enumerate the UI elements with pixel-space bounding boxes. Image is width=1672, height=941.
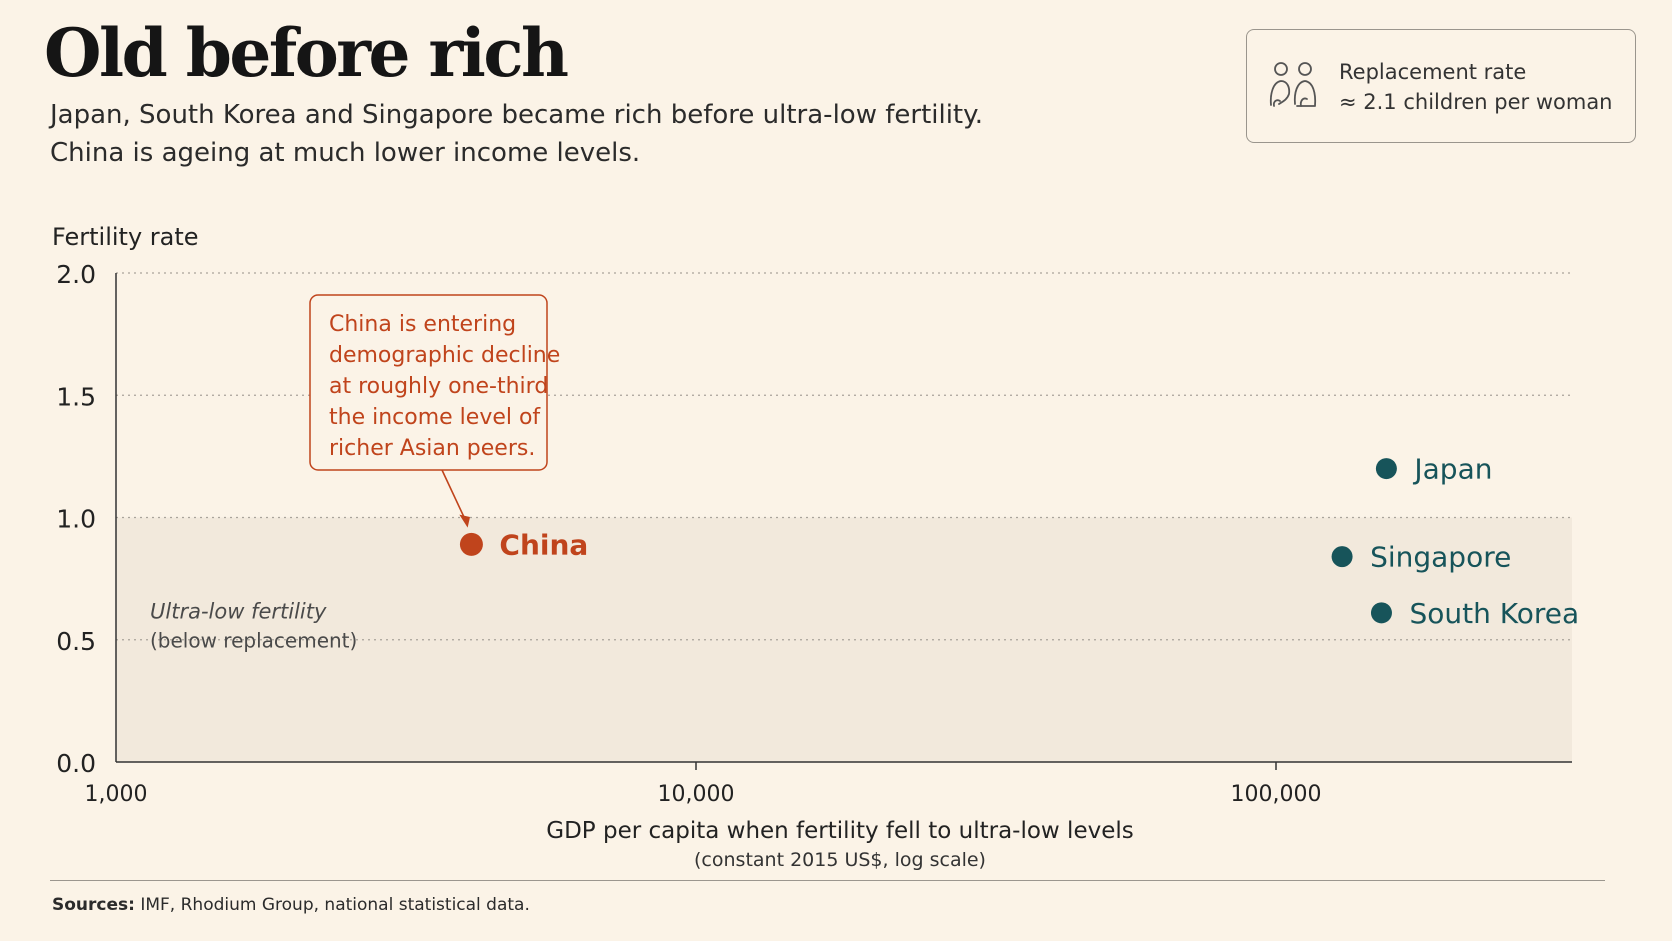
x-tick-label: 100,000 [1231, 782, 1322, 807]
y-tick-label: 0.0 [56, 749, 96, 778]
x-tick-label: 10,000 [658, 782, 735, 807]
data-point-japan [1375, 458, 1397, 480]
annotation-arrow [441, 469, 469, 525]
annotation-text-line: at roughly one-third [329, 374, 548, 399]
footer-divider [50, 880, 1605, 881]
legend-line-1: Replacement rate [1339, 60, 1527, 84]
data-point-south-korea [1370, 602, 1392, 624]
legend-box: Replacement rate ≈ 2.1 children per woma… [1246, 29, 1636, 143]
x-axis-note: (constant 2015 US$, log scale) [694, 849, 986, 871]
y-tick-label: 1.5 [56, 382, 96, 411]
annotation-arrowhead [459, 514, 471, 528]
sources-note: Sources: IMF, Rhodium Group, national st… [52, 895, 530, 915]
sources-label: Sources: [52, 895, 135, 915]
annotation-text-line: China is entering [329, 312, 516, 337]
annotation-text-line: richer Asian peers. [329, 436, 535, 461]
y-axis-label: Fertility rate [52, 223, 199, 251]
data-label-singapore: Singapore [1370, 541, 1511, 574]
region-label-line-2: (below replacement) [150, 628, 357, 652]
annotation-text-line: the income level of [329, 405, 541, 430]
data-point-china [459, 532, 483, 556]
data-label-japan: Japan [1412, 453, 1492, 486]
legend-line-2: ≈ 2.1 children per woman [1339, 90, 1613, 114]
subtitle-line-1: Japan, South Korea and Singapore became … [50, 100, 984, 130]
x-axis-label: GDP per capita when fertility fell to ul… [546, 818, 1133, 844]
y-tick-label: 0.5 [56, 627, 96, 656]
subtitle-line-2: China is ageing at much lower income lev… [50, 138, 641, 168]
people-icon [1269, 62, 1317, 107]
annotation-box [309, 294, 548, 471]
page-title: Old before rich [44, 14, 569, 92]
sources-text: IMF, Rhodium Group, national statistical… [140, 895, 530, 915]
data-label-south-korea: South Korea [1409, 597, 1579, 630]
y-tick-label: 2.0 [56, 260, 96, 289]
annotation-text-line: demographic decline [329, 343, 560, 368]
y-tick-label: 1.0 [56, 505, 96, 534]
x-tick-label: 1,000 [85, 782, 148, 807]
data-label-china: China [499, 528, 588, 561]
region-label-line-1: Ultra-low fertility [150, 599, 327, 623]
data-point-singapore [1331, 546, 1353, 568]
